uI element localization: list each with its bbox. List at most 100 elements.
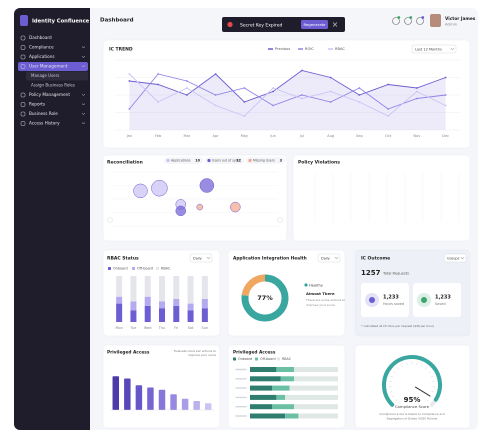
bar xyxy=(201,308,208,322)
legend-label: Onboard xyxy=(238,357,252,361)
chevron xyxy=(450,48,455,51)
bar xyxy=(116,303,123,322)
header-icon[interactable] xyxy=(404,17,412,25)
panel xyxy=(292,154,471,242)
line xyxy=(129,73,446,117)
legend-swatch xyxy=(108,267,111,270)
menu-item[interactable]: Applications xyxy=(29,54,55,59)
card xyxy=(361,283,409,317)
toast-close[interactable] xyxy=(332,22,338,27)
x-tick-label: Fri xyxy=(174,326,178,330)
x-tick-label: Jun xyxy=(269,134,276,138)
gauge-title: Compliance Score xyxy=(395,404,430,409)
legend-label: Missing Users xyxy=(253,159,275,163)
panel xyxy=(102,344,221,429)
legend-swatch xyxy=(255,357,258,361)
dropdown-label: Daily xyxy=(193,256,202,260)
dropdown-label: Last 12 Months xyxy=(415,47,442,51)
legend-label: RBAC xyxy=(335,47,345,51)
chevron xyxy=(81,112,86,115)
point xyxy=(185,87,188,89)
nav-right[interactable] xyxy=(277,217,283,223)
x-tick-label: Aug xyxy=(327,134,334,138)
card-label: Hours saved xyxy=(383,302,404,306)
legend-swatch xyxy=(277,357,280,361)
bar xyxy=(144,276,151,297)
x-tick-label: May xyxy=(241,134,249,138)
bubble xyxy=(196,203,203,211)
dropdown[interactable] xyxy=(317,253,341,263)
point xyxy=(329,90,332,93)
point xyxy=(128,73,131,75)
legend-count: 12 xyxy=(236,159,241,163)
chevron xyxy=(460,257,465,260)
x-tick-label: Dec xyxy=(442,134,449,138)
point xyxy=(444,76,447,79)
legend-label: RBAC xyxy=(282,357,292,361)
bar xyxy=(250,385,272,391)
gauge-tick xyxy=(406,362,408,366)
gauge-tick xyxy=(431,391,434,393)
header-icon[interactable] xyxy=(392,17,400,25)
menu-item[interactable]: User Management xyxy=(29,64,68,69)
point xyxy=(214,94,217,96)
bar xyxy=(144,296,151,306)
point xyxy=(387,108,390,110)
menu-item[interactable]: Dashboard xyxy=(29,35,52,40)
gauge-value xyxy=(382,355,442,407)
toast-button-label[interactable]: Regenerate xyxy=(303,22,326,27)
panel xyxy=(354,344,471,429)
menu-active[interactable] xyxy=(18,62,88,71)
bar xyxy=(130,301,137,311)
submenu-item[interactable]: Manage Users xyxy=(31,73,59,78)
x-tick-label: Oct xyxy=(385,134,392,138)
dropdown[interactable] xyxy=(411,44,457,54)
point xyxy=(387,83,390,86)
legend-label: Off-board xyxy=(260,357,276,361)
gauge-tick xyxy=(428,371,431,374)
user-role: Admin xyxy=(445,22,458,27)
legend-count: 10 xyxy=(195,159,200,163)
point xyxy=(243,115,246,117)
bar xyxy=(158,389,166,410)
legend-pill xyxy=(246,157,285,164)
menu-item[interactable]: Compliance xyxy=(29,45,54,50)
point xyxy=(358,87,361,89)
dropdown[interactable] xyxy=(189,253,213,263)
chevron xyxy=(81,93,86,96)
bar xyxy=(112,376,120,410)
menu-icon xyxy=(20,111,26,117)
card-icon-dot xyxy=(421,297,427,303)
header-icon[interactable] xyxy=(416,17,424,25)
brand: Identity Confluence xyxy=(32,19,90,25)
status: Almost There xyxy=(306,291,335,296)
point xyxy=(185,94,188,96)
menu-item[interactable]: Access History xyxy=(29,121,60,126)
bar xyxy=(135,385,143,410)
card-value: 1,233 xyxy=(435,295,451,301)
legend-label: Healthy xyxy=(309,283,324,287)
bar xyxy=(294,367,338,372)
point xyxy=(358,94,361,96)
menu-item[interactable]: Policy Management xyxy=(29,92,70,97)
bar xyxy=(187,310,194,322)
bar xyxy=(147,387,154,410)
legend-swatch xyxy=(156,267,159,270)
menu-item[interactable]: Reports xyxy=(29,102,45,107)
submenu-active[interactable] xyxy=(26,71,88,81)
bar xyxy=(285,413,299,419)
gauge-tick xyxy=(430,376,434,378)
panel-title: Policy Violations xyxy=(298,160,340,166)
avatar[interactable] xyxy=(430,14,441,27)
submenu-item[interactable]: Assign Business Roles xyxy=(31,83,75,88)
point xyxy=(387,115,390,117)
panel-title: Privileged Access xyxy=(107,350,150,356)
menu-item[interactable]: Business Role xyxy=(29,111,58,116)
toast-button[interactable] xyxy=(301,20,328,29)
dropdown[interactable] xyxy=(443,253,467,263)
bar xyxy=(187,276,194,304)
nav-left[interactable] xyxy=(107,217,113,223)
legend-pill xyxy=(205,157,244,164)
